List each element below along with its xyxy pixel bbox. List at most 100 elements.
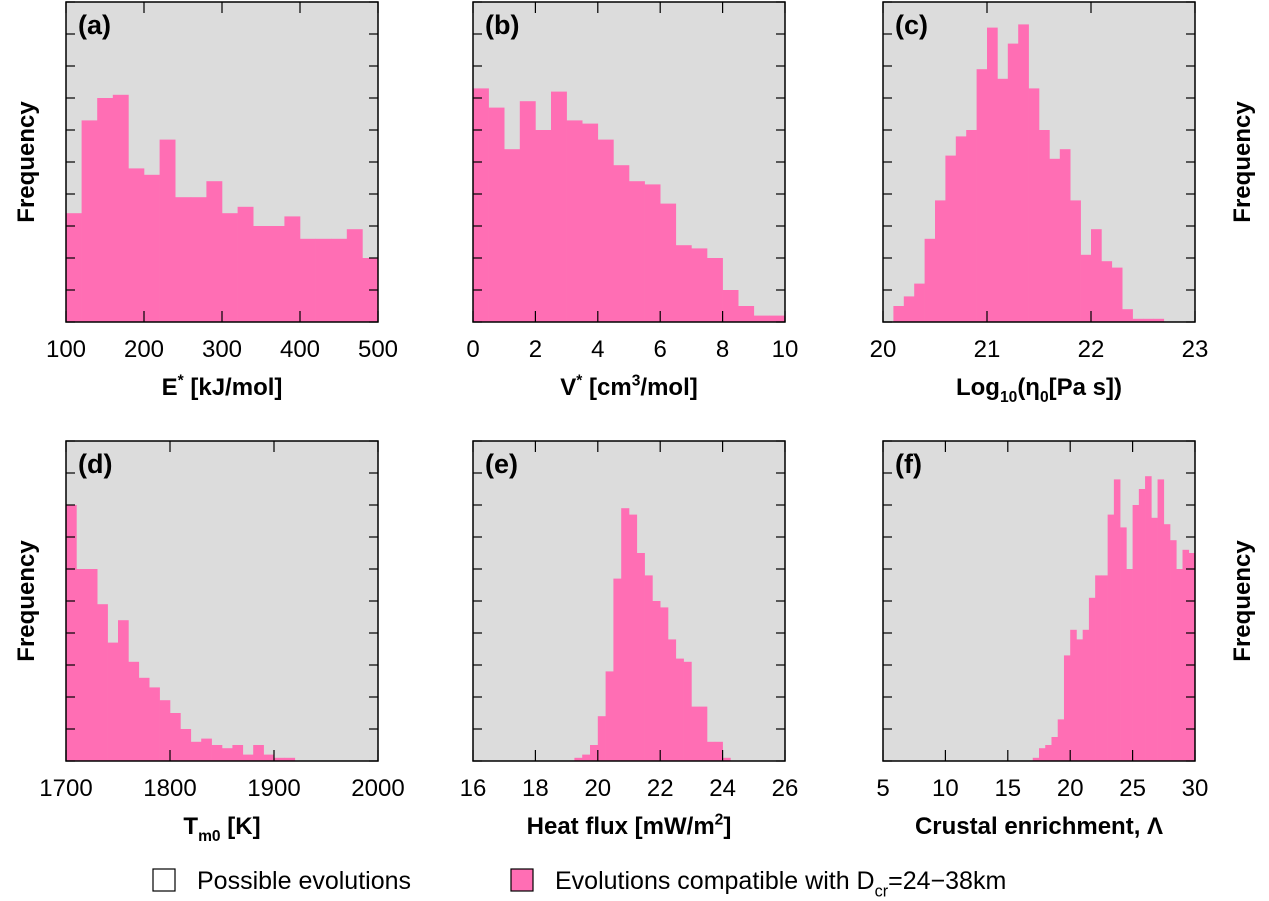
- bar: [284, 757, 296, 761]
- text-part: 0: [1040, 389, 1049, 406]
- bar: [1163, 524, 1171, 761]
- bar: [1145, 476, 1152, 761]
- x-tick-label: 1700: [39, 775, 92, 802]
- x-tick-label: 15: [994, 775, 1021, 802]
- panel-label: (a): [78, 10, 111, 40]
- x-tick-label: 1800: [143, 775, 196, 802]
- bar: [138, 677, 150, 761]
- x-tick-label: 25: [1119, 775, 1146, 802]
- x-tick-label: 10: [772, 336, 799, 363]
- bar: [566, 120, 583, 323]
- x-tick-label: 20: [584, 775, 611, 802]
- text-part: E: [162, 374, 178, 401]
- x-tick-label: 24: [709, 775, 736, 802]
- x-tick-label: 500: [358, 336, 398, 363]
- bar: [1018, 24, 1029, 323]
- bar: [190, 741, 202, 761]
- bar: [1063, 655, 1071, 761]
- bar: [590, 745, 599, 761]
- bar: [519, 101, 536, 322]
- y-axis-label: Frequency: [1229, 101, 1256, 223]
- bar: [660, 203, 677, 322]
- bar: [1138, 489, 1146, 761]
- bar: [644, 575, 653, 761]
- bar: [232, 745, 244, 761]
- bar: [997, 78, 1009, 322]
- bar: [107, 642, 119, 761]
- bar: [1059, 149, 1071, 322]
- bar: [76, 569, 88, 761]
- text-part: *: [178, 372, 185, 389]
- text-part: m0: [198, 828, 221, 845]
- text-part: Possible evolutions: [197, 867, 411, 895]
- bar: [201, 738, 212, 761]
- text-part: [cm: [582, 374, 631, 401]
- x-tick-label: 23: [1182, 336, 1209, 363]
- x-axis-label: E* [kJ/mol]: [162, 372, 283, 401]
- bar: [144, 174, 160, 322]
- bar: [1120, 527, 1127, 761]
- x-tick-label: 8: [716, 336, 729, 363]
- bar: [237, 206, 254, 322]
- bar: [722, 757, 731, 761]
- bar: [675, 658, 684, 761]
- bar: [159, 139, 176, 322]
- bar: [551, 91, 567, 322]
- bar: [1143, 318, 1154, 322]
- bar: [644, 184, 661, 322]
- bar: [675, 245, 692, 322]
- bar: [190, 197, 207, 322]
- bar: [1082, 629, 1090, 761]
- bar: [1076, 639, 1083, 761]
- panel: 100 200 300 400 500 (a) E* [kJ/mol] Frequency: [13, 1, 398, 401]
- bar: [1113, 479, 1121, 761]
- bar: [211, 745, 223, 761]
- bar: [636, 553, 645, 761]
- text-part: Evolutions compatible with D: [555, 867, 875, 895]
- bar: [175, 197, 192, 322]
- bar: [691, 248, 708, 322]
- bar: [128, 661, 140, 761]
- bar: [1028, 88, 1040, 323]
- text-part: =24−38km: [888, 867, 1006, 895]
- panel-label: (f): [895, 449, 922, 479]
- panel: 0 2 4 6 8 10 (b) V* [cm3/mol]: [466, 1, 799, 401]
- bar: [582, 123, 599, 322]
- text-part: V: [560, 374, 576, 401]
- bar: [1188, 553, 1196, 761]
- x-tick-label: 18: [522, 775, 549, 802]
- bar: [222, 213, 238, 322]
- text-part: 3: [632, 372, 641, 389]
- bar: [1101, 261, 1113, 322]
- panel: 20 21 22 23 (c) Log10(η0[Pa s]) Frequency: [870, 1, 1256, 406]
- bar: [1080, 254, 1092, 322]
- bar: [97, 98, 114, 322]
- bar: [274, 757, 285, 761]
- bar: [621, 508, 630, 761]
- x-tick-label: 0: [466, 336, 479, 363]
- x-tick-label: 4: [591, 336, 604, 363]
- bar: [987, 27, 998, 322]
- x-axis-label: Crustal enrichment, Λ: [915, 813, 1163, 840]
- bar: [1157, 479, 1165, 761]
- bar: [945, 155, 957, 322]
- bar: [66, 213, 82, 322]
- bar: [170, 713, 181, 761]
- bar: [535, 130, 552, 322]
- bar: [668, 639, 677, 761]
- panel: 16 18 20 22 24 26 (e) Heat flux [mW/m2]: [460, 440, 798, 840]
- bar: [1039, 748, 1046, 761]
- bar: [86, 569, 98, 761]
- bar: [504, 149, 521, 322]
- text-part: T: [183, 813, 198, 840]
- text-part: 2: [715, 811, 724, 828]
- bar: [903, 296, 915, 322]
- legend-swatch: [152, 868, 176, 892]
- x-tick-label: 30: [1182, 775, 1209, 802]
- x-tick-label: 22: [647, 775, 674, 802]
- bar: [613, 578, 622, 761]
- bar: [714, 741, 723, 761]
- bar: [1095, 575, 1102, 761]
- bar: [1032, 757, 1040, 761]
